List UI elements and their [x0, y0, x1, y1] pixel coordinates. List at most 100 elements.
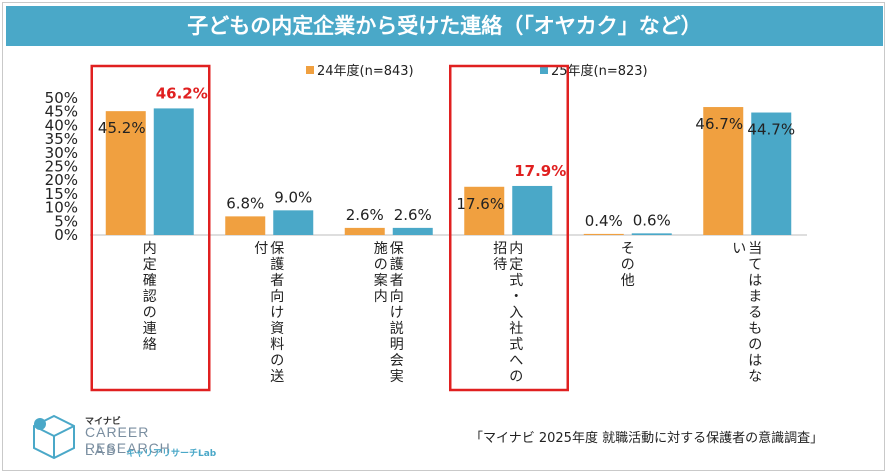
legend-swatch: [306, 66, 314, 74]
category-label-char: の: [143, 305, 157, 321]
data-label: 45.2%: [98, 119, 146, 137]
category-label-char: の: [270, 353, 284, 369]
chart-title: 子どもの内定企業から受けた連絡（「オヤカク」など）: [6, 6, 883, 46]
data-label: 46.2%: [156, 84, 208, 102]
data-label: 44.7%: [747, 121, 795, 139]
category-label-char: へ: [509, 353, 523, 369]
career-research-lab-logo: マイナビ CAREER RESEARCH LAB キャリアリサーチLab: [30, 410, 230, 466]
category-label-char: 連: [143, 321, 157, 337]
bar-2024: [105, 111, 146, 235]
bar-2024: [464, 186, 505, 235]
category-label-char: 認: [143, 289, 157, 305]
bar-2024: [344, 227, 385, 235]
category-label-char: 確: [143, 273, 157, 289]
category-label-char: け: [270, 305, 284, 321]
y-tick-label: 35%: [45, 130, 78, 148]
y-tick-label: 50%: [45, 89, 78, 107]
category-label-char: は: [748, 273, 762, 289]
y-tick-label: 20%: [45, 171, 78, 189]
category-label-char: 招: [493, 241, 507, 257]
bar-2025: [153, 108, 194, 235]
category-label-char: は: [748, 353, 762, 369]
category-label-char: の: [748, 337, 762, 353]
category-label-char: 内: [374, 289, 388, 305]
category-label-char: け: [390, 305, 404, 321]
data-label: 17.6%: [456, 195, 504, 213]
data-label: 0.4%: [585, 212, 623, 230]
y-tick-label: 40%: [45, 116, 78, 134]
category-label-char: 式: [509, 337, 523, 353]
highlight-box: [90, 64, 211, 392]
data-label: 9.0%: [274, 188, 312, 206]
category-label-char: 者: [390, 273, 404, 289]
category-label-char: も: [748, 321, 762, 337]
data-label: 46.7%: [695, 115, 743, 133]
logo-subtitle: キャリアリサーチLab: [126, 449, 217, 459]
category-label-char: 定: [143, 257, 157, 273]
category-label-char: 会: [390, 353, 404, 369]
y-tick-label: 0%: [54, 226, 78, 244]
bar-2025: [631, 233, 672, 235]
data-label: 17.9%: [514, 162, 566, 180]
category-label-char: る: [748, 305, 762, 321]
source-note: 「マイナビ 2025年度 就職活動に対する保護者の意識調査」: [470, 431, 824, 446]
category-label-char: ま: [748, 289, 762, 305]
data-label: 6.8%: [226, 194, 264, 212]
category-label-char: 案: [374, 272, 388, 289]
category-label-char: そ: [621, 241, 635, 257]
category-label-char: い: [732, 241, 746, 257]
category-label-char: 定: [509, 257, 523, 273]
y-tick-label: 25%: [45, 158, 78, 176]
category-label-char: 者: [270, 273, 284, 289]
category-label-char: ・: [509, 289, 523, 305]
category-label-char: 入: [509, 305, 523, 321]
category-label-char: 待: [493, 257, 507, 273]
highlight-box: [449, 64, 569, 392]
category-label-char: て: [748, 257, 762, 273]
bar-2025: [751, 112, 792, 235]
category-label-char: 当: [748, 241, 762, 257]
category-label-char: 式: [509, 273, 523, 289]
data-label: 0.6%: [633, 211, 671, 229]
bar-2025: [392, 227, 433, 235]
category-label-char: 絡: [143, 337, 157, 353]
category-label-char: の: [509, 369, 523, 385]
y-tick-label: 30%: [45, 144, 78, 162]
category-label-char: の: [621, 257, 635, 273]
category-label-char: 向: [270, 289, 284, 305]
y-tick-label: 15%: [45, 185, 78, 203]
y-tick-label: 45%: [45, 103, 78, 121]
bar-2024: [703, 107, 744, 235]
bar-2025: [273, 210, 314, 235]
category-label-char: 他: [621, 273, 635, 289]
category-label-char: 内: [143, 241, 157, 257]
bar-2025: [512, 185, 553, 235]
category-label-char: な: [748, 369, 762, 385]
bar-2024: [583, 233, 624, 235]
category-label-char: 向: [390, 289, 404, 305]
data-label: 2.6%: [346, 206, 384, 224]
legend-label: 24年度(n=843): [317, 63, 414, 79]
category-label-char: 社: [509, 321, 523, 337]
y-tick-label: 10%: [45, 199, 78, 217]
category-label-char: の: [374, 257, 388, 273]
logo-brand: マイナビ: [85, 417, 121, 427]
category-label-char: 保: [270, 241, 284, 257]
y-tick-label: 5%: [54, 212, 78, 230]
legend-label: 25年度(n=823): [551, 63, 648, 79]
category-label-char: 護: [390, 257, 404, 273]
category-label-char: 明: [390, 337, 404, 353]
category-label-char: 送: [270, 369, 284, 385]
legend-swatch: [540, 66, 548, 74]
logo-name: CAREER RESEARCH: [85, 424, 171, 456]
data-label: 2.6%: [394, 206, 432, 224]
category-label-char: 実: [390, 369, 404, 385]
category-label-char: 施: [374, 241, 388, 257]
category-label-char: 説: [390, 321, 404, 337]
category-label-char: 保: [390, 241, 404, 257]
category-label-char: 料: [270, 337, 284, 353]
category-label-char: 付: [254, 241, 268, 257]
category-label-char: 内: [509, 241, 523, 257]
